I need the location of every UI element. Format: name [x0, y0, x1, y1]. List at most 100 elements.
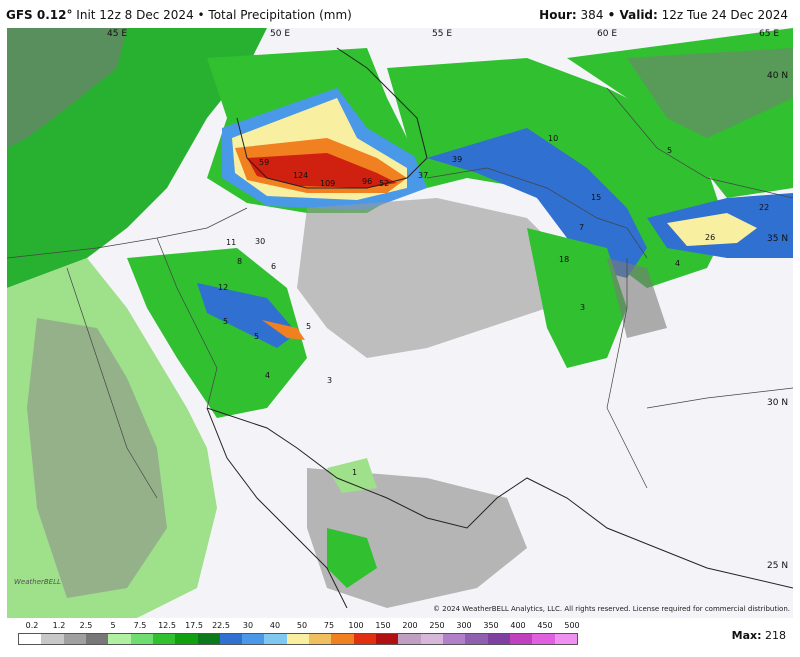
- colorbar-label: 300: [456, 621, 472, 630]
- value-label: 96: [362, 177, 372, 186]
- max-label: Max:: [731, 629, 762, 642]
- value-label: 5: [667, 146, 672, 155]
- caspian-red-region: [247, 153, 397, 188]
- value-label: 26: [705, 233, 715, 242]
- map-svg: 45 E 50 E 55 E 60 E 65 E 40 N 35 N 30 N …: [7, 28, 793, 618]
- lon-label-65: 65 E: [759, 29, 779, 39]
- colorbar-swatch: [219, 634, 243, 644]
- colorbar-swatch: [509, 634, 533, 644]
- value-label: 22: [759, 203, 769, 212]
- caspian-coastline: [236, 47, 428, 189]
- value-label: 5: [306, 322, 311, 331]
- lon-label-60: 60 E: [597, 29, 617, 39]
- colorbar-label: 40: [269, 621, 281, 630]
- colorbar-label: 1.2: [52, 621, 66, 630]
- colorbar-label: 7.5: [133, 621, 147, 630]
- colorbar-label: 200: [402, 621, 418, 630]
- valid-label: • Valid:: [603, 8, 658, 22]
- afghan-pak-border: [646, 387, 793, 409]
- init-title: Init 12z 8 Dec 2024 • Total Precipitatio…: [72, 8, 352, 22]
- east-iran-green-region: [527, 228, 627, 368]
- colorbar-label: 2.5: [79, 621, 93, 630]
- value-label: 10: [548, 134, 558, 143]
- lat-label-35: 35 N: [767, 234, 788, 244]
- colorbar-swatch: [197, 634, 220, 644]
- gulf-coastline: [206, 407, 793, 589]
- colorbar-label: 50: [296, 621, 308, 630]
- arabia-coastline: [206, 407, 348, 609]
- east-gray-patch: [607, 258, 667, 338]
- hour-value: 384: [580, 8, 604, 22]
- value-label: 3: [327, 376, 332, 385]
- nw-gray-patch: [7, 28, 127, 148]
- colorbar-label: 400: [510, 621, 526, 630]
- value-label: 18: [559, 255, 569, 264]
- colorbar-label: 100: [348, 621, 364, 630]
- colorbar-label: 250: [429, 621, 445, 630]
- colorbar-swatch: [376, 634, 399, 644]
- value-label: 4: [675, 259, 680, 268]
- max-number: 218: [765, 629, 786, 642]
- lat-label-40: 40 N: [767, 71, 788, 81]
- plateau-gray-region: [297, 198, 567, 358]
- degree-mark: °: [66, 8, 73, 22]
- colorbar-swatch: [532, 634, 555, 644]
- colorbar-swatch: [465, 634, 488, 644]
- afghan-yellow-spot: [667, 213, 757, 246]
- gulf-green-spot: [327, 528, 377, 588]
- lon-label-50: 50 E: [270, 29, 290, 39]
- colorbar-label: 12.5: [158, 621, 176, 630]
- value-label: 124: [293, 171, 308, 180]
- header-bar: GFS 0.12° Init 12z 8 Dec 2024 • Total Pr…: [0, 0, 800, 28]
- colorbar-swatch: [286, 634, 310, 644]
- model-name: GFS 0.12: [6, 8, 67, 22]
- value-label: 3: [580, 303, 585, 312]
- iran-afghan-border: [606, 258, 648, 489]
- colorbar-label: 30: [242, 621, 254, 630]
- turkmen-blue-band: [427, 128, 647, 278]
- precipitation-map: 45 E 50 E 55 E 60 E 65 E 40 N 35 N 30 N …: [7, 28, 793, 618]
- colorbar-swatch: [108, 634, 131, 644]
- colorbar-swatch: [63, 634, 86, 644]
- colorbar: [18, 633, 578, 645]
- uzbek-border: [606, 87, 793, 199]
- w-gray-region: [27, 318, 167, 598]
- colorbar-label: 450: [537, 621, 553, 630]
- colorbar-swatch: [398, 634, 421, 644]
- colorbar-swatch: [130, 634, 153, 644]
- value-label: 39: [452, 155, 462, 164]
- value-label: 8: [237, 257, 242, 266]
- lon-label-45: 45 E: [107, 29, 127, 39]
- value-label: 5: [254, 332, 259, 341]
- colorbar-swatch: [152, 634, 176, 644]
- colorbar-swatch: [19, 634, 42, 644]
- colorbar-swatch: [264, 634, 287, 644]
- colorbar-swatch: [353, 634, 376, 644]
- value-label: 5: [223, 317, 228, 326]
- ne-gray-patch: [627, 48, 793, 138]
- valid-info: Hour: 384 • Valid: 12z Tue 24 Dec 2024: [539, 8, 788, 22]
- max-value: Max: 218: [732, 629, 786, 642]
- value-label: 52: [379, 179, 389, 188]
- hour-label: Hour:: [539, 8, 577, 22]
- colorbar-swatch: [442, 634, 466, 644]
- value-label: 7: [579, 223, 584, 232]
- colorbar-swatch: [487, 634, 510, 644]
- lat-label-25: 25 N: [767, 561, 788, 571]
- copyright-notice: © 2024 WeatherBELL Analytics, LLC. All r…: [433, 605, 790, 613]
- value-label: 11: [226, 238, 236, 247]
- colorbar-swatch: [85, 634, 109, 644]
- colorbar-swatch: [331, 634, 354, 644]
- colorbar-swatch: [41, 634, 64, 644]
- colorbar-swatch: [554, 634, 577, 644]
- colorbar-label: 150: [375, 621, 391, 630]
- value-label: 12: [218, 283, 228, 292]
- colorbar-label: 75: [323, 621, 335, 630]
- qatar-green-spot: [327, 458, 377, 493]
- colorbar-labels: 0.2 1.2 2.5 5 7.5 12.5 17.5 22.5 30 40 50 75 100 150 2…: [18, 621, 580, 631]
- colorbar-swatch: [309, 634, 332, 644]
- iraq-green-region: [127, 248, 307, 418]
- weatherbell-logo: WeatherBELL: [14, 578, 61, 586]
- value-label: 109: [320, 179, 335, 188]
- zagros-orange-spot: [262, 320, 305, 340]
